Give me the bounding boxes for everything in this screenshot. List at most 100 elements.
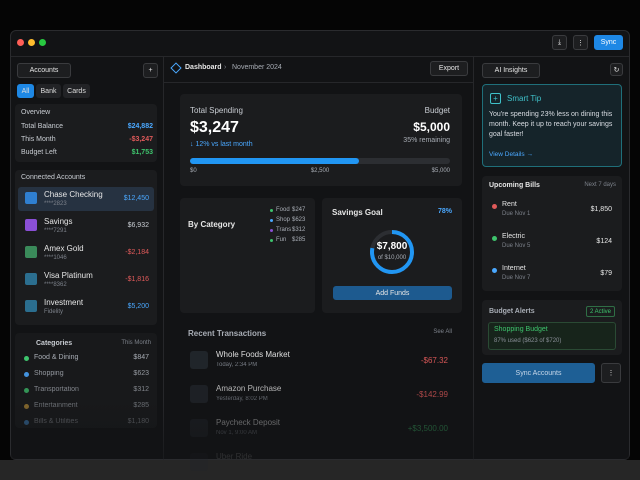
selected-account xyxy=(18,187,154,211)
donut-arc xyxy=(370,230,414,274)
v-divider xyxy=(163,57,164,460)
overview-label: This Month xyxy=(21,136,56,143)
transaction-amount: -$142.99 xyxy=(416,390,448,399)
v-divider xyxy=(473,57,474,460)
tab[interactable]: All xyxy=(17,84,34,98)
alert-detail: 87% used ($623 of $720) xyxy=(494,338,562,344)
account-sub: ****7291 xyxy=(44,228,67,234)
category-amount: $623 xyxy=(133,370,149,377)
bills-title: Upcoming Bills xyxy=(489,182,540,189)
account-sub: Fidelity xyxy=(44,309,64,315)
category-dot xyxy=(24,356,29,361)
add-funds-button[interactable]: Add Funds xyxy=(333,286,452,300)
bill-amount: $1,850 xyxy=(590,206,612,213)
overview-value: $24,882 xyxy=(127,123,153,130)
add-button[interactable]: + xyxy=(143,63,158,78)
connected-title: Connected Accounts xyxy=(21,174,86,181)
bill-name: Rent xyxy=(502,201,517,208)
tab[interactable]: Bank xyxy=(36,84,61,98)
legend-name: Fun xyxy=(276,237,287,243)
overview-value: -$3,247 xyxy=(129,136,153,143)
more-button[interactable]: ⋮ xyxy=(601,363,621,383)
transactions-title: Recent Transactions xyxy=(188,329,267,338)
account-icon[interactable] xyxy=(25,300,37,312)
overview-title: Overview xyxy=(21,109,51,116)
goal-saved: $7,800 xyxy=(376,241,408,252)
account-amount: -$2,184 xyxy=(125,249,149,256)
progress-tick: $5,000 xyxy=(431,168,450,174)
account-amount: $5,200 xyxy=(127,303,149,310)
fade xyxy=(11,400,629,459)
overview-label: Budget Left xyxy=(21,149,57,156)
transaction-name: Amazon Purchase xyxy=(216,384,282,393)
account-sub: ****1046 xyxy=(44,255,67,261)
categories-period: This Month xyxy=(121,340,151,346)
breadcrumb-sep: › xyxy=(224,64,227,71)
category-dot xyxy=(24,388,29,393)
categories-title: Categories xyxy=(36,340,73,347)
accounts-button[interactable]: Accounts xyxy=(17,63,71,78)
account-name: Chase Checking xyxy=(44,190,103,199)
minimize[interactable] xyxy=(28,39,35,46)
overview-label: Total Balance xyxy=(21,123,64,130)
account-icon[interactable] xyxy=(25,192,37,204)
sync-button[interactable]: Sync xyxy=(594,35,623,50)
category-name: Transportation xyxy=(34,386,79,393)
legend-amount: $623 xyxy=(292,217,306,223)
goal-percent: 78% xyxy=(437,208,452,215)
insights-button[interactable]: AI Insights xyxy=(482,63,540,78)
account-icon[interactable] xyxy=(25,246,37,258)
transaction-icon[interactable] xyxy=(190,351,208,369)
spending-card xyxy=(180,94,462,186)
alert-name: Shopping Budget xyxy=(494,326,548,333)
category-amount: $847 xyxy=(133,354,149,361)
legend-amount: $247 xyxy=(292,207,306,213)
overview-card xyxy=(15,104,157,162)
bill-dot xyxy=(492,236,497,241)
legend-name: Shop xyxy=(276,217,291,223)
bill-name: Internet xyxy=(502,265,526,272)
budget-title: Budget xyxy=(424,106,450,115)
legend-amount: $312 xyxy=(292,227,306,233)
tab[interactable]: Cards xyxy=(63,84,90,98)
category-dot xyxy=(24,372,29,377)
account-sub: ****8362 xyxy=(44,282,67,288)
goal-target: of $10,000 xyxy=(377,255,407,261)
tip-link: View Details → xyxy=(489,151,533,158)
transaction-icon[interactable] xyxy=(190,385,208,403)
refresh-button[interactable]: ↻ xyxy=(610,63,623,76)
account-sub: ****2823 xyxy=(44,201,67,207)
account-name: Investment xyxy=(44,298,84,307)
tip-icon: + xyxy=(490,93,501,104)
goal-donut xyxy=(370,230,414,274)
alerts-badge: 2 Active xyxy=(586,306,616,317)
close[interactable] xyxy=(17,39,24,46)
budget-amount: $5,000 xyxy=(413,120,450,134)
transaction-sub: Today, 2:34 PM xyxy=(216,362,258,368)
breadcrumb: Dashboard xyxy=(185,64,222,71)
h-divider xyxy=(164,82,473,83)
download[interactable]: ⤓ xyxy=(552,35,567,50)
category-amount: $312 xyxy=(133,386,149,393)
account-amount: $12,450 xyxy=(123,195,149,202)
bill-name: Electric xyxy=(502,233,525,240)
transaction-amount: -$67.32 xyxy=(420,356,448,365)
maximize[interactable] xyxy=(39,39,46,46)
budget-remaining: 35% remaining xyxy=(403,137,450,144)
tip-card xyxy=(482,84,622,167)
bill-due: Due Nov 5 xyxy=(502,243,531,249)
tip-text: You're spending 23% less on dining this … xyxy=(489,111,613,138)
sync-accounts-button[interactable]: Sync Accounts xyxy=(482,363,595,383)
category-chart-title: By Category xyxy=(188,220,236,229)
breadcrumb: November 2024 xyxy=(232,64,282,71)
progress-tick: $0 xyxy=(190,168,197,174)
category-card xyxy=(180,198,315,313)
bill-due: Due Nov 7 xyxy=(502,275,531,281)
account-name: Savings xyxy=(44,217,73,226)
bill-amount: $79 xyxy=(600,270,612,277)
export-button[interactable]: Export xyxy=(430,61,468,76)
account-icon[interactable] xyxy=(25,219,37,231)
account-icon[interactable] xyxy=(25,273,37,285)
account-amount: $6,932 xyxy=(127,222,149,229)
menu[interactable]: ⋮ xyxy=(573,35,588,50)
